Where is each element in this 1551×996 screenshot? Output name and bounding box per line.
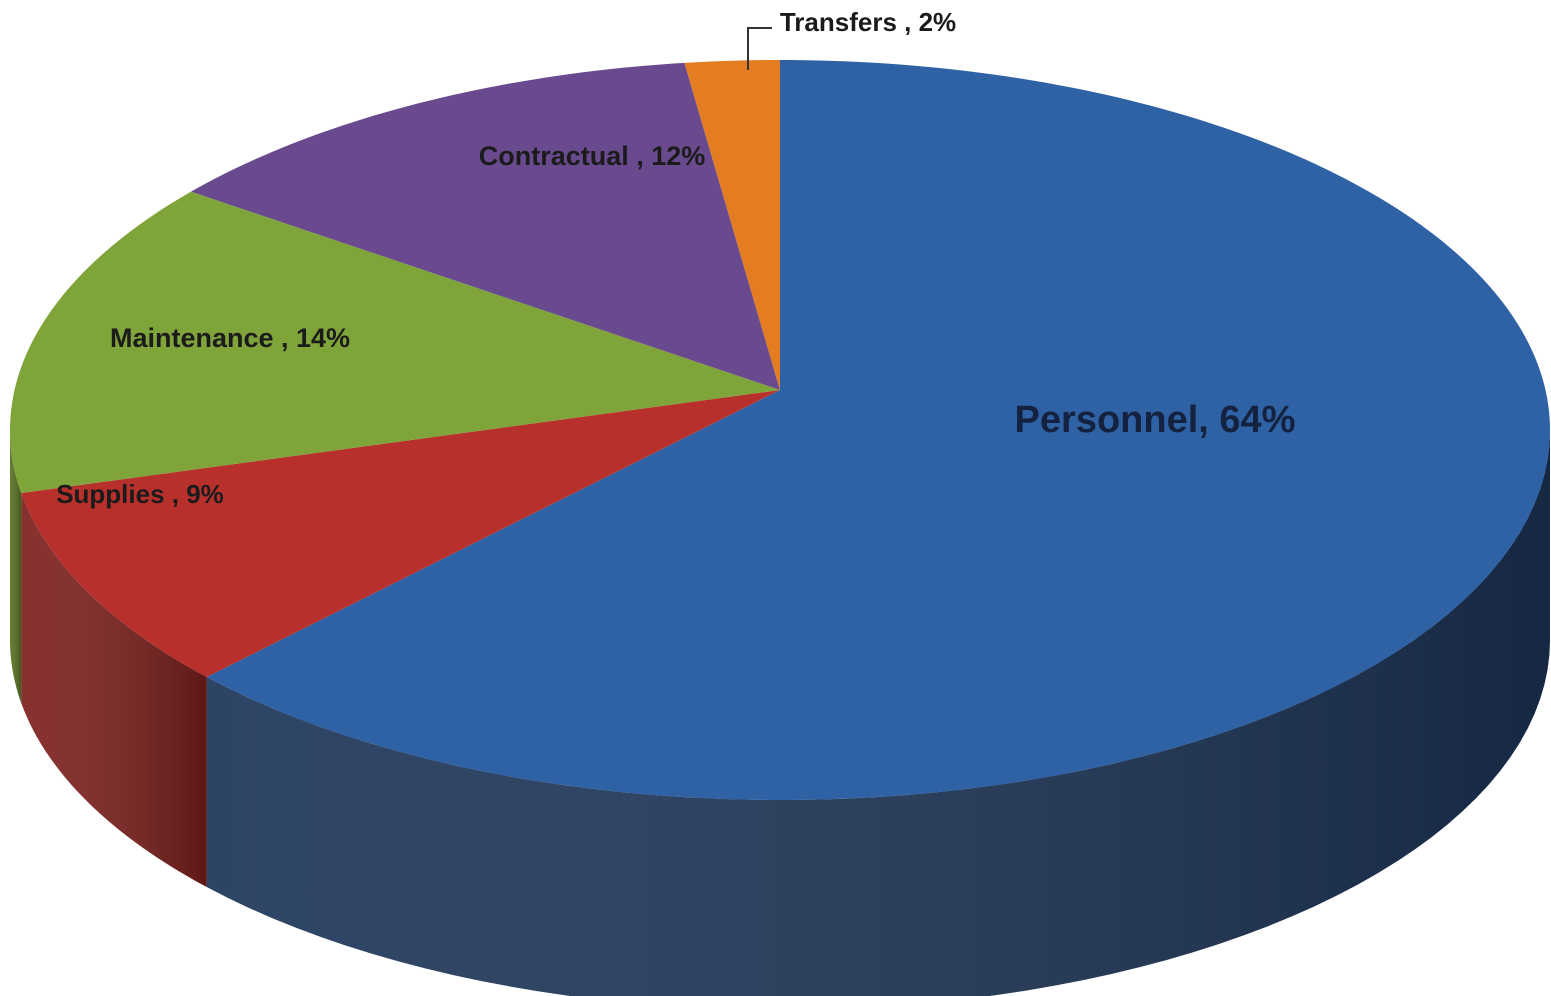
- pie-sides: [10, 430, 1550, 996]
- side-shade: [206, 430, 1550, 996]
- pie-slice: [21, 390, 780, 678]
- pie-slice: [684, 60, 780, 390]
- data-label: Supplies , 9%: [56, 479, 224, 509]
- side-shade: [21, 492, 207, 888]
- pie-slice: [206, 60, 1550, 800]
- data-label: Transfers , 2%: [780, 7, 956, 37]
- data-label: Personnel, 64%: [1015, 399, 1296, 441]
- side-shade: [10, 430, 22, 703]
- pie-slice: [191, 62, 780, 391]
- pie-slice: [10, 191, 781, 493]
- leader-line: [747, 27, 772, 70]
- data-label: Maintenance , 14%: [110, 323, 350, 353]
- data-label: Contractual , 12%: [479, 141, 706, 171]
- pie-tops: [10, 60, 1550, 800]
- data-labels: Personnel, 64% Supplies , 9% Maintenance ,…: [56, 7, 1295, 509]
